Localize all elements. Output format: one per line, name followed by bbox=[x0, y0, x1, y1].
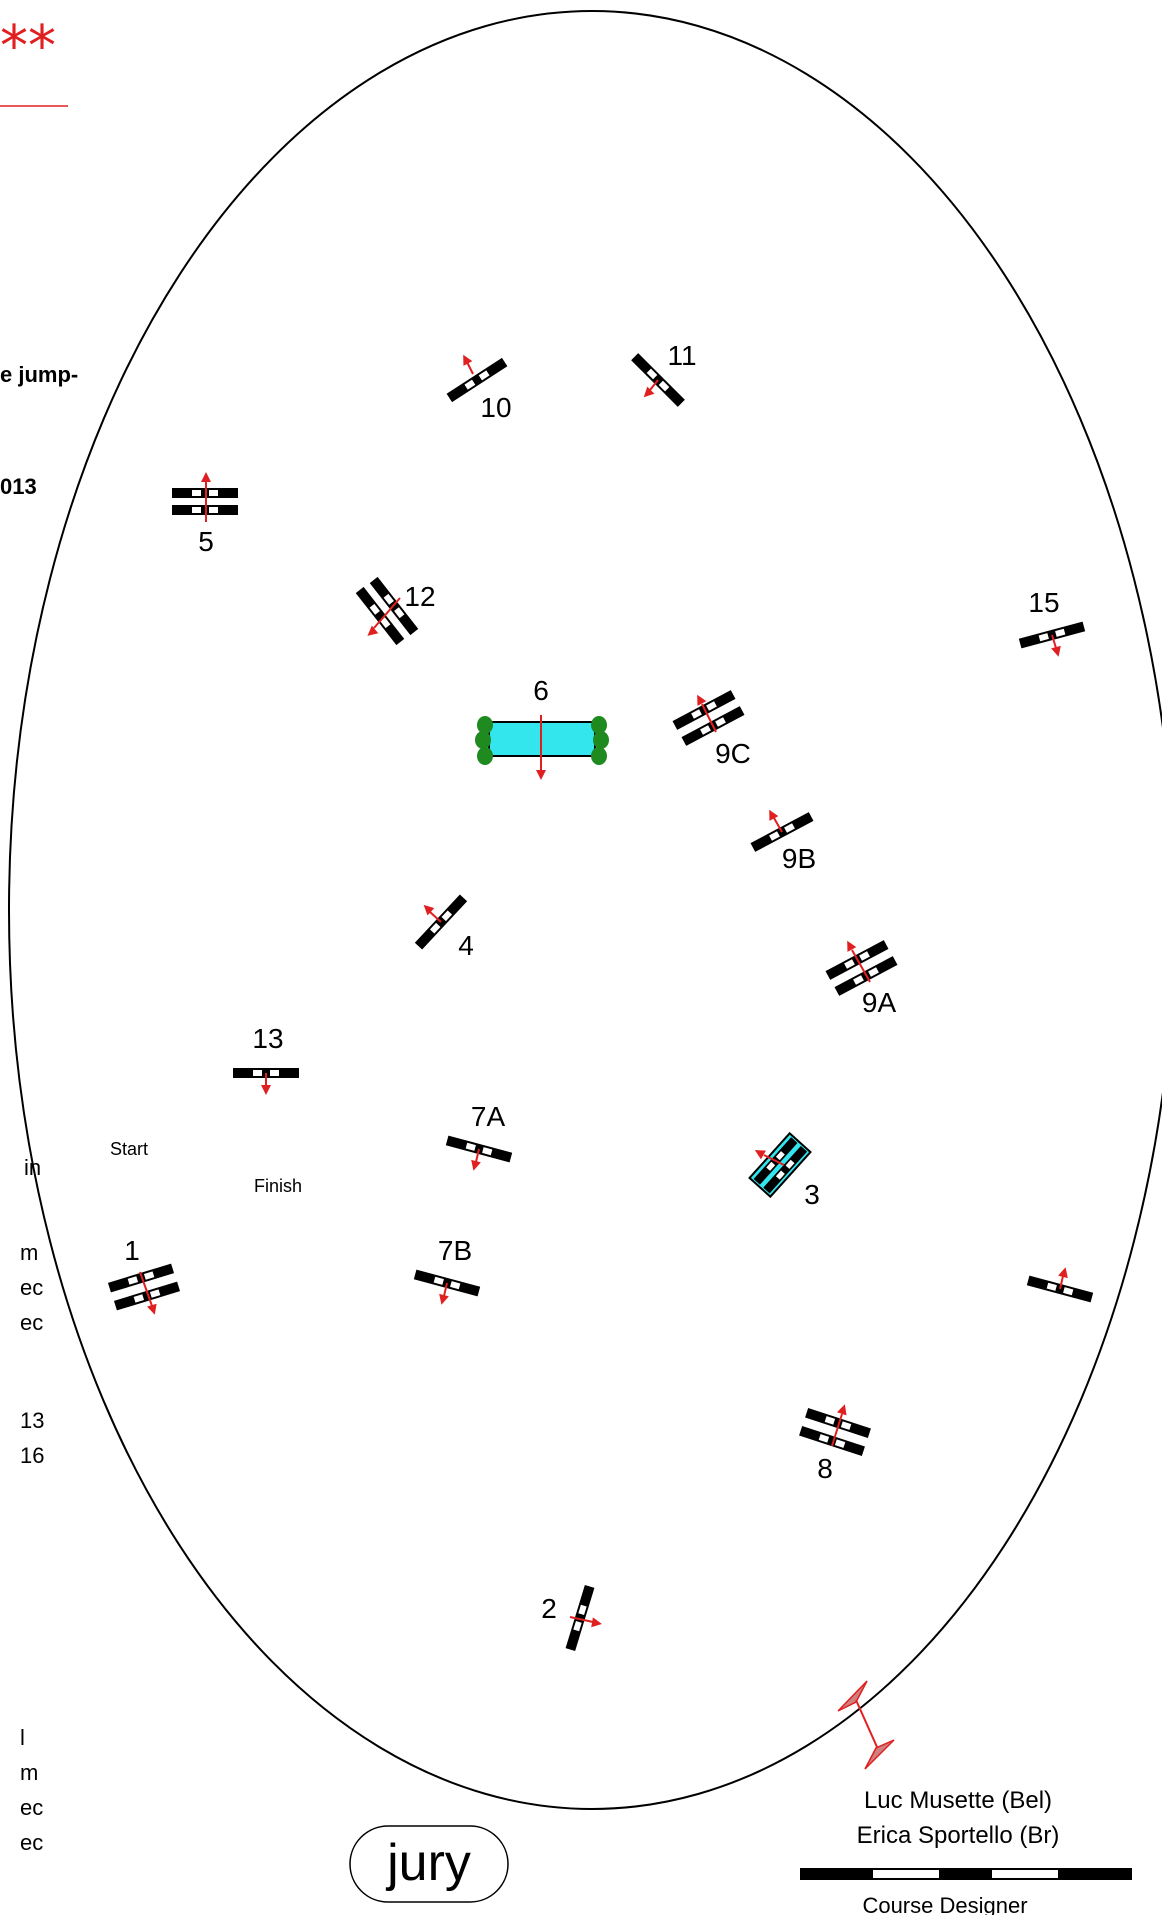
entrance-gate-marker bbox=[837, 1680, 895, 1770]
obstacle-5 bbox=[172, 472, 238, 522]
obstacle-label-7b: 7B bbox=[438, 1235, 472, 1266]
obstacle-9a bbox=[825, 938, 898, 996]
finish-label: Finish bbox=[254, 1176, 302, 1196]
scale-bar bbox=[800, 1868, 1132, 1880]
left-fragment-10: ec bbox=[20, 1830, 43, 1855]
obstacle-label-1: 1 bbox=[124, 1235, 140, 1266]
obstacle-label-2: 2 bbox=[541, 1593, 557, 1624]
designer-line-2: Erica Sportello (Br) bbox=[857, 1822, 1060, 1849]
obstacle-label-8: 8 bbox=[817, 1453, 833, 1484]
obstacle-1 bbox=[107, 1263, 181, 1317]
obstacle-2 bbox=[565, 1584, 603, 1652]
jury-box: jury bbox=[349, 1825, 509, 1903]
course-designer-caption: Course Designer bbox=[862, 1893, 1027, 1915]
obstacle-7a bbox=[445, 1135, 513, 1173]
left-fragment-2: m bbox=[20, 1240, 38, 1265]
left-fragment-9: ec bbox=[20, 1795, 43, 1820]
arena-boundary bbox=[8, 10, 1162, 1810]
obstacle-label-9a: 9A bbox=[862, 987, 897, 1018]
left-year-fragment: 013 bbox=[0, 474, 37, 499]
obstacle-label-9b: 9B bbox=[782, 843, 816, 874]
obstacle-9b bbox=[750, 807, 814, 852]
obstacle-label-12: 12 bbox=[404, 581, 435, 612]
obstacle-11 bbox=[631, 353, 685, 407]
left-fragment-8: m bbox=[20, 1760, 38, 1785]
obstacle-9c bbox=[672, 690, 745, 746]
obstacle-label-4: 4 bbox=[458, 930, 474, 961]
designer-line-1: Luc Musette (Bel) bbox=[864, 1787, 1052, 1814]
obstacle-6-water bbox=[475, 715, 609, 780]
obstacle-3-tray bbox=[748, 1131, 812, 1199]
left-fragment-3: ec bbox=[20, 1275, 43, 1300]
left-fragment-5: 13 bbox=[20, 1408, 44, 1433]
left-title-fragment: e jump- bbox=[0, 362, 78, 387]
obstacle-label-5: 5 bbox=[198, 526, 214, 557]
obstacle-label-11: 11 bbox=[667, 340, 696, 371]
obstacle-12 bbox=[355, 576, 419, 646]
obstacle-4 bbox=[414, 894, 468, 950]
obstacle-unnumbered bbox=[1026, 1265, 1094, 1303]
obstacle-label-9c: 9C bbox=[715, 738, 751, 769]
obstacle-label-10: 10 bbox=[480, 392, 511, 423]
obstacle-10 bbox=[446, 352, 508, 403]
obstacle-label-7a: 7A bbox=[471, 1101, 506, 1132]
obstacle-label-6: 6 bbox=[533, 675, 549, 706]
obstacle-15 bbox=[1018, 621, 1086, 659]
obstacle-8 bbox=[799, 1402, 871, 1456]
obstacle-13 bbox=[233, 1068, 299, 1095]
jury-label: jury bbox=[385, 1834, 471, 1892]
obstacle-label-13: 13 bbox=[252, 1023, 283, 1054]
left-fragment-6: 16 bbox=[20, 1443, 44, 1468]
obstacle-7b bbox=[413, 1269, 481, 1307]
left-fragment-7: l bbox=[20, 1725, 25, 1750]
obstacle-label-15: 15 bbox=[1028, 587, 1059, 618]
left-panel: e jump- 013 in m ec ec 13 16 l m ec ec bbox=[0, 362, 78, 1855]
start-label: Start bbox=[110, 1139, 148, 1159]
header-stars: ** bbox=[0, 14, 56, 79]
left-fragment-4: ec bbox=[20, 1310, 43, 1335]
obstacle-label-3: 3 bbox=[804, 1179, 820, 1210]
